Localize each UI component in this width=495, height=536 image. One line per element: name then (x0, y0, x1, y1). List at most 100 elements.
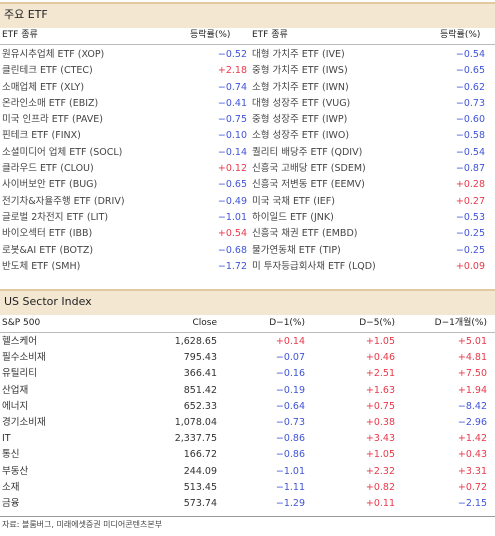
sector-d5: +1.05 (365, 336, 395, 347)
etf-row: 바이오섹터 ETF (IBB) +0.54 (2, 226, 247, 242)
sector-name: 소재 (2, 481, 20, 493)
etf-name: 대형 성장주 ETF (VUG) (252, 97, 351, 109)
etf-section-title: 주요 ETF (4, 8, 48, 21)
etf-change: −1.01 (217, 211, 247, 223)
sector-d5: +0.82 (365, 481, 395, 493)
etf-name: 반도체 ETF (SMH) (2, 260, 81, 272)
sector-close: 366.41 (183, 368, 217, 380)
sector-d5: +2.32 (365, 465, 395, 477)
etf-change: −0.62 (455, 81, 485, 93)
sector-d1: −1.29 (275, 497, 305, 509)
etf-name: 사이버보안 ETF (BUG) (2, 179, 98, 191)
etf-row: 대형 성장주 ETF (VUG) −0.73 (252, 96, 485, 112)
etf-row: 로봇&AI ETF (BOTZ) −0.68 (2, 243, 247, 259)
etf-name: 신흥국 저변동 ETF (EEMV) (252, 179, 365, 191)
sector-row: 유틸리티 366.41 −0.16 +2.51 +7.50 (0, 366, 495, 382)
etf-row: 전기차&자율주행 ETF (DRIV) −0.49 (2, 194, 247, 210)
etf-name: 미국 국채 ETF (IEF) (252, 195, 335, 207)
sector-m1: +7.50 (457, 368, 487, 380)
sector-m1: +3.31 (457, 465, 487, 477)
etf-change: −0.54 (455, 146, 485, 158)
sector-m1: +1.42 (457, 433, 487, 445)
sector-d1: −0.64 (275, 400, 305, 412)
sector-d5: +2.51 (365, 368, 395, 380)
sector-row: 부동산 244.09 −1.01 +2.32 +3.31 (0, 464, 495, 480)
sector-row: IT 2,337.75 −0.86 +3.43 +1.42 (0, 431, 495, 447)
etf-row: 대형 가치주 ETF (IVE) −0.54 (252, 47, 485, 63)
etf-name: 중형 가치주 ETF (IWS) (252, 65, 348, 77)
etf-change: −0.25 (455, 228, 485, 240)
sector-close: 166.72 (183, 449, 217, 461)
sector-m1: +4.81 (457, 352, 487, 364)
sector-d1: −0.86 (275, 433, 305, 445)
sector-d1: −1.01 (275, 465, 305, 477)
sector-close: 513.45 (183, 481, 217, 493)
sector-m1: +0.43 (457, 449, 487, 461)
sector-name: 산업재 (2, 384, 29, 396)
etf-row: 핀테크 ETF (FINX) −0.10 (2, 128, 247, 144)
sector-row: 산업재 851.42 −0.19 +1.63 +1.94 (0, 383, 495, 399)
sector-d5: +0.46 (365, 352, 395, 364)
sector-close: 244.09 (183, 465, 217, 477)
etf-change: +0.12 (217, 163, 247, 175)
sector-head-divider (0, 332, 495, 333)
etf-row: 하이일드 ETF (JNK) −0.53 (252, 210, 485, 226)
sector-name: IT (2, 433, 11, 445)
etf-change: −0.87 (455, 163, 485, 175)
sector-row: 통신 166.72 −0.86 +1.05 +0.43 (0, 447, 495, 463)
etf-right-table: 대형 가치주 ETF (IVE) −0.54 중형 가치주 ETF (IWS) −0.… (252, 47, 485, 275)
sector-d1: −0.16 (275, 368, 305, 380)
etf-left-head-name: ETF 종류 (2, 30, 38, 40)
etf-change: −0.41 (217, 97, 247, 109)
sector-section-title: US Sector Index (4, 295, 92, 308)
etf-name: 신흥국 채권 ETF (EMBD) (252, 228, 358, 240)
etf-row: 반도체 ETF (SMH) −1.72 (2, 259, 247, 275)
sector-d5: +0.11 (365, 497, 395, 509)
etf-change: −0.65 (455, 65, 485, 77)
sector-name: 필수소비재 (2, 352, 46, 364)
sector-d1: −0.86 (275, 449, 305, 461)
etf-left-table: 원유시추업체 ETF (XOP) −0.52 클린테크 ETF (CTEC) +2.1… (2, 47, 247, 275)
etf-change: −1.72 (217, 260, 247, 272)
sector-head-name: S&P 500 (2, 318, 41, 328)
sector-name: 에너지 (2, 400, 29, 412)
etf-change: −0.10 (217, 130, 247, 142)
etf-name: 물가연동채 ETF (TIP) (252, 244, 341, 256)
etf-change: −0.52 (217, 49, 247, 60)
etf-name: 소형 가치주 ETF (IWN) (252, 81, 349, 93)
etf-row: 중형 성장주 ETF (IWP) −0.60 (252, 112, 485, 128)
sector-name: 금융 (2, 497, 20, 509)
etf-name: 소셜미디어 업체 ETF (SOCL) (2, 146, 123, 158)
etf-row: 중형 가치주 ETF (IWS) −0.65 (252, 63, 485, 79)
etf-name: 핀테크 ETF (FINX) (2, 130, 81, 142)
etf-change: −0.74 (217, 81, 247, 93)
etf-name: 미 투자등급회사채 ETF (LQD) (252, 260, 376, 272)
sector-d5: +0.75 (365, 400, 395, 412)
etf-name: 바이오섹터 ETF (IBB) (2, 228, 93, 240)
etf-row: 온라인소매 ETF (EBIZ) −0.41 (2, 96, 247, 112)
sector-d1: −0.07 (275, 352, 305, 364)
sector-m1: −8.42 (457, 400, 487, 412)
sector-name: 통신 (2, 449, 20, 461)
etf-name: 글로벌 2차전지 ETF (LIT) (2, 211, 109, 223)
etf-row: 글로벌 2차전지 ETF (LIT) −1.01 (2, 210, 247, 226)
etf-name: 클라우드 ETF (CLOU) (2, 163, 94, 175)
etf-change: −0.14 (217, 146, 247, 158)
etf-row: 물가연동채 ETF (TIP) −0.25 (252, 243, 485, 259)
etf-left-head-change: 등락률(%) (190, 30, 231, 40)
etf-section-header: 주요 ETF (0, 2, 495, 28)
etf-change: −0.54 (455, 49, 485, 60)
sector-close: 573.74 (183, 497, 217, 509)
sector-row: 헬스케어 1,628.65 +0.14 +1.05 +5.01 (0, 334, 495, 350)
etf-change: −0.73 (455, 97, 485, 109)
etf-row: 클라우드 ETF (CLOU) +0.12 (2, 161, 247, 177)
etf-row: 미 투자등급회사채 ETF (LQD) +0.09 (252, 259, 485, 275)
etf-name: 퀄리티 배당주 ETF (QDIV) (252, 146, 363, 158)
sector-row: 경기소비재 1,078.04 −0.73 +0.38 −2.96 (0, 415, 495, 431)
etf-name: 로봇&AI ETF (BOTZ) (2, 244, 94, 256)
etf-row: 클린테크 ETF (CTEC) +2.18 (2, 63, 247, 79)
sector-m1: −2.96 (457, 416, 487, 428)
etf-change: −0.75 (217, 114, 247, 126)
sector-close: 851.42 (183, 384, 217, 396)
sector-head-close: Close (192, 318, 217, 328)
